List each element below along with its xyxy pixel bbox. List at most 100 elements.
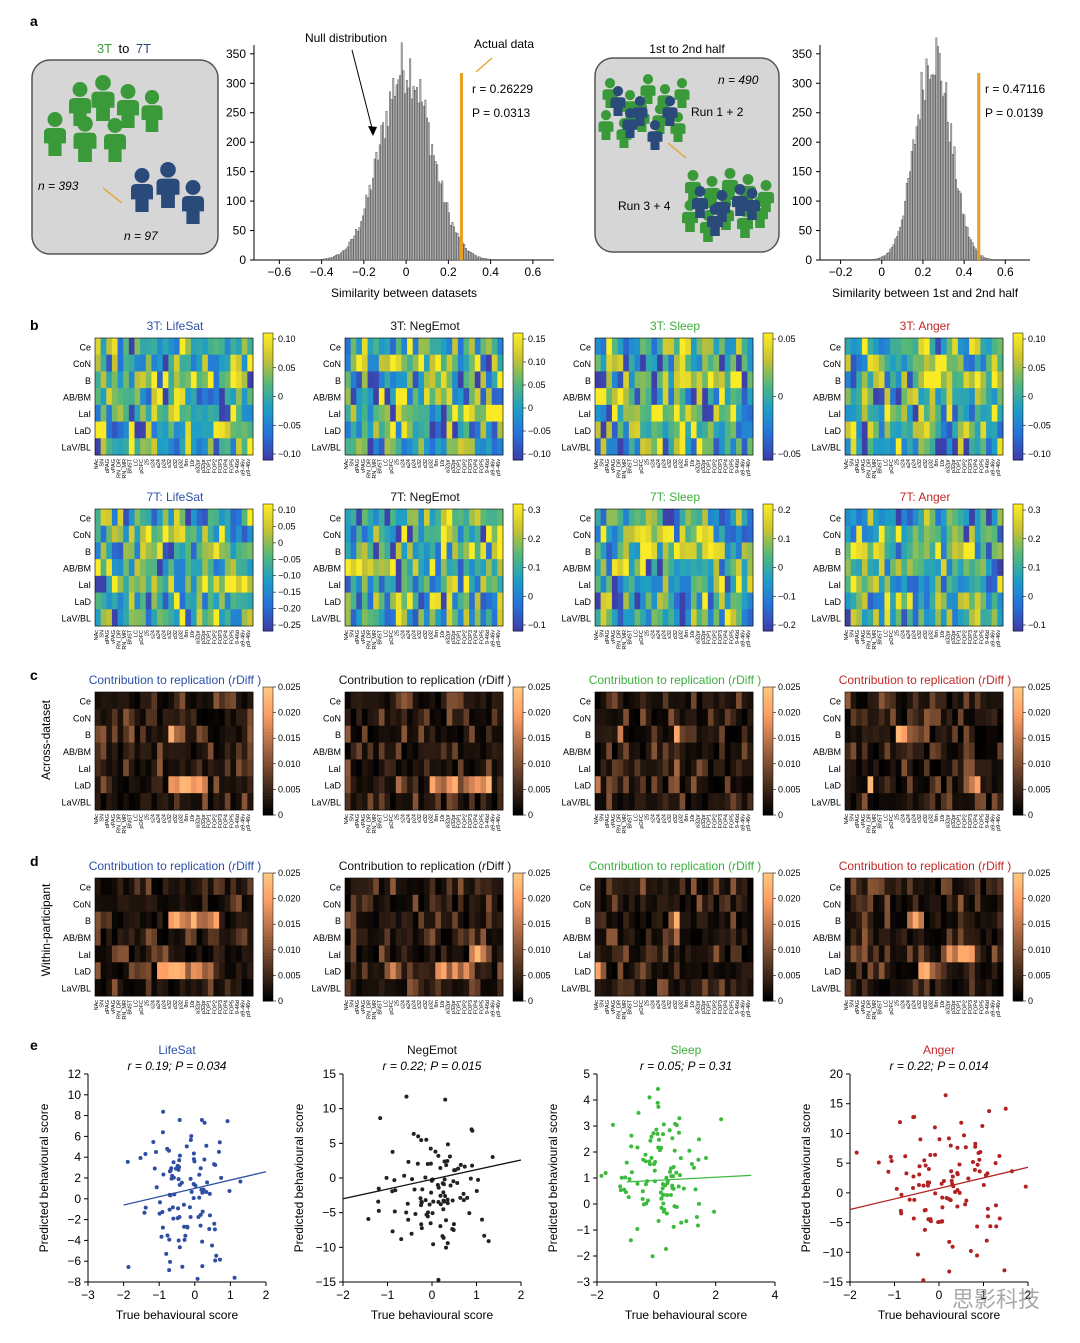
heatmap-cell xyxy=(861,911,868,929)
row-label: B xyxy=(585,916,591,926)
heatmap-cell xyxy=(946,609,953,627)
col-label: s24 xyxy=(650,1000,656,1009)
col-label: NAc xyxy=(94,814,100,825)
heatmap-cell xyxy=(407,559,414,577)
heatmap-cell xyxy=(986,911,993,929)
heatmap-cell xyxy=(486,894,493,913)
heatmap-cell xyxy=(378,725,385,743)
heatmap-cell xyxy=(463,759,470,777)
heatmap-cell xyxy=(924,692,931,710)
heatmap-cell xyxy=(463,438,470,456)
colorbar-tick-label: 0 xyxy=(278,538,283,548)
heatmap-cell xyxy=(713,725,720,743)
heatmap-cell xyxy=(480,438,487,456)
heatmap-cell xyxy=(361,692,368,710)
heatmap-cell xyxy=(207,742,214,760)
heatmap-cell xyxy=(224,878,231,896)
heatmap-cell xyxy=(674,371,681,389)
panel-label-d: d xyxy=(30,853,39,869)
col-label: 10r xyxy=(440,814,446,822)
heatmap-cell xyxy=(707,438,714,456)
heatmap-cell xyxy=(151,371,158,389)
colorbar-segment xyxy=(763,959,773,964)
heatmap-cell xyxy=(361,928,368,946)
colorbar-segment xyxy=(513,911,523,916)
row-label: Ce xyxy=(329,513,341,523)
heatmap-cell xyxy=(952,525,959,543)
heatmap-cell xyxy=(719,725,726,743)
heatmap-cell xyxy=(179,438,186,456)
heatmap-cell xyxy=(345,438,352,456)
heatmap-cell xyxy=(918,575,925,593)
heatmap-cell xyxy=(986,354,993,372)
col-label: FOP1 xyxy=(207,1000,213,1014)
heatmap-cell xyxy=(157,609,164,627)
row-label: LaI xyxy=(78,764,91,774)
heatmap-cell xyxy=(707,962,714,980)
heatmap-cell xyxy=(486,559,493,577)
heatmap-cell xyxy=(390,354,397,372)
histogram-bar xyxy=(471,253,474,261)
heatmap-cell xyxy=(845,894,852,913)
colorbar-segment xyxy=(1013,611,1023,616)
heatmap-cell xyxy=(634,776,641,794)
heatmap-cell xyxy=(179,945,186,963)
heatmap-cell xyxy=(123,354,130,372)
row-label: LaD xyxy=(824,597,841,607)
heatmap-cell xyxy=(207,962,214,980)
heatmap-cell xyxy=(997,438,1004,456)
heatmap-cell xyxy=(224,388,231,406)
heatmap-cell xyxy=(736,388,743,406)
heatmap-cell xyxy=(690,708,697,727)
heatmap-cell xyxy=(111,928,118,946)
col-label: a24 xyxy=(906,630,912,639)
heatmap-cell xyxy=(856,388,863,406)
heatmap-cell xyxy=(185,742,192,760)
heatmap-cell xyxy=(623,438,630,456)
heatmap-cell xyxy=(162,509,169,527)
colorbar-segment xyxy=(1013,908,1023,912)
heatmap-cell xyxy=(446,354,453,372)
heatmap-cell xyxy=(185,725,192,743)
heatmap-cell xyxy=(645,338,652,356)
col-label: p32pr xyxy=(951,459,957,473)
heatmap-cell xyxy=(95,793,102,811)
heatmap-cell xyxy=(929,354,936,372)
heatmap-cell xyxy=(918,509,925,527)
heatmap-cell xyxy=(117,542,124,560)
heatmap-cell xyxy=(486,404,493,422)
heatmap-cell xyxy=(724,692,731,710)
heatmap-cell xyxy=(674,979,681,997)
histogram-bar xyxy=(382,122,385,261)
colorbar-segment xyxy=(1013,712,1023,717)
person-body xyxy=(622,119,638,138)
heatmap-cell xyxy=(207,388,214,406)
heatmap-cell xyxy=(873,438,880,456)
heatmap-cell xyxy=(361,962,368,980)
heatmap-cell xyxy=(134,388,141,406)
heatmap-cell xyxy=(474,609,481,627)
colorbar-segment xyxy=(513,693,523,698)
heatmap-cell xyxy=(623,742,630,760)
col-label: SN xyxy=(99,1000,105,1008)
heatmap-cell xyxy=(247,911,254,929)
heatmap-cell xyxy=(174,525,181,543)
heatmap-cell xyxy=(685,338,692,356)
scatter-point xyxy=(177,1158,182,1163)
heatmap-cell xyxy=(168,509,175,527)
heatmap-cell xyxy=(174,338,181,356)
colorbar-segment xyxy=(763,927,773,932)
colorbar-segment xyxy=(263,981,273,986)
colorbar-segment xyxy=(263,978,273,983)
col-label: FOP4 xyxy=(224,1000,230,1014)
heatmap-cell xyxy=(463,878,470,896)
heatmap-cell xyxy=(730,371,737,389)
heatmap-cell xyxy=(929,759,936,777)
heatmap-cell xyxy=(912,438,919,456)
heatmap-cell xyxy=(645,371,652,389)
heatmap-cell xyxy=(940,559,947,577)
heatmap-cell xyxy=(963,742,970,760)
colorbar-segment xyxy=(513,751,523,755)
heatmap-cell xyxy=(350,894,357,913)
colorbar-segment xyxy=(763,811,773,816)
